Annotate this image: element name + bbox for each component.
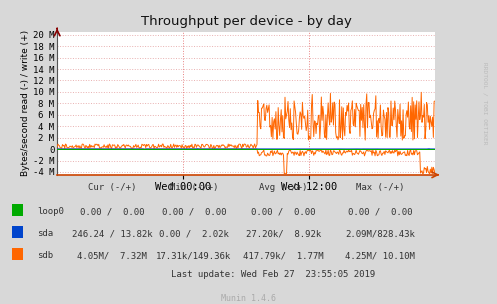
Text: Min (-/+): Min (-/+): [169, 183, 218, 192]
Text: 246.24 / 13.82k: 246.24 / 13.82k: [72, 229, 152, 238]
Text: 417.79k/  1.77M: 417.79k/ 1.77M: [243, 251, 324, 260]
Text: Avg (-/+): Avg (-/+): [259, 183, 308, 192]
Title: Throughput per device - by day: Throughput per device - by day: [141, 15, 351, 28]
Text: Cur (-/+): Cur (-/+): [87, 183, 136, 192]
Text: Last update: Wed Feb 27  23:55:05 2019: Last update: Wed Feb 27 23:55:05 2019: [171, 270, 375, 279]
Text: sdb: sdb: [37, 251, 53, 260]
Text: 17.31k/149.36k: 17.31k/149.36k: [156, 251, 232, 260]
Text: 4.25M/ 10.10M: 4.25M/ 10.10M: [345, 251, 415, 260]
Text: 0.00 /  0.00: 0.00 / 0.00: [251, 207, 316, 216]
Y-axis label: Bytes/second read (-) / write (+): Bytes/second read (-) / write (+): [21, 30, 30, 176]
Text: RRDTOOL / TOBI OETIKER: RRDTOOL / TOBI OETIKER: [482, 62, 487, 145]
Text: 2.09M/828.43k: 2.09M/828.43k: [345, 229, 415, 238]
Text: 0.00 /  2.02k: 0.00 / 2.02k: [159, 229, 229, 238]
Text: 4.05M/  7.32M: 4.05M/ 7.32M: [77, 251, 147, 260]
Text: sda: sda: [37, 229, 53, 238]
Text: 0.00 /  0.00: 0.00 / 0.00: [162, 207, 226, 216]
Text: loop0: loop0: [37, 207, 64, 216]
Text: 27.20k/  8.92k: 27.20k/ 8.92k: [246, 229, 321, 238]
Text: Max (-/+): Max (-/+): [356, 183, 405, 192]
Text: 0.00 /  0.00: 0.00 / 0.00: [80, 207, 144, 216]
Text: Munin 1.4.6: Munin 1.4.6: [221, 294, 276, 303]
Text: 0.00 /  0.00: 0.00 / 0.00: [348, 207, 413, 216]
